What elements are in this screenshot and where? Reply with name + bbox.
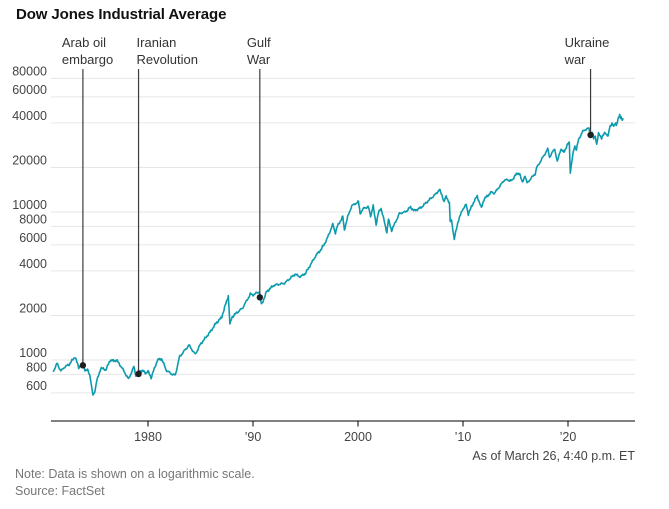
source-line: Source: FactSet bbox=[15, 484, 105, 498]
x-axis-label: ’20 bbox=[560, 430, 577, 444]
y-axis-label: 4000 bbox=[19, 257, 47, 271]
y-axis-label: 800 bbox=[26, 360, 47, 374]
annotation-label-ukraine-war: war bbox=[564, 52, 587, 67]
chart-title: Dow Jones Industrial Average bbox=[16, 6, 227, 23]
annotation-dot-gulf-war bbox=[256, 294, 264, 301]
annotation-dot-iranian-revolution bbox=[135, 370, 142, 378]
annotation-label-iranian-revolution: Iranian bbox=[137, 35, 177, 50]
annotation-label-arab-oil-embargo: embargo bbox=[62, 52, 113, 67]
annotation-label-gulf-war: Gulf bbox=[247, 35, 271, 50]
y-axis-label: 20000 bbox=[12, 153, 47, 167]
y-axis-label: 2000 bbox=[19, 301, 47, 315]
as-of-note: As of March 26, 4:40 p.m. ET bbox=[472, 449, 635, 463]
y-axis-label: 80000 bbox=[12, 64, 47, 78]
annotation-label-arab-oil-embargo: Arab oil bbox=[62, 35, 106, 50]
annotation-dot-ukraine-war bbox=[587, 131, 594, 139]
y-axis-label: 600 bbox=[26, 379, 47, 393]
log-scale-note: Note: Data is shown on a logarithmic sca… bbox=[15, 467, 255, 481]
annotation-label-gulf-war: War bbox=[247, 52, 271, 67]
x-axis-label: ’90 bbox=[245, 430, 262, 444]
x-axis-label: 1980 bbox=[134, 430, 162, 444]
annotation-label-ukraine-war: Ukraine bbox=[565, 35, 610, 50]
dow-series-line bbox=[52, 113, 624, 396]
y-axis-label: 40000 bbox=[12, 109, 47, 123]
y-axis-label: 6000 bbox=[19, 231, 47, 245]
x-axis-label: 2000 bbox=[344, 430, 372, 444]
y-axis-label: 60000 bbox=[12, 83, 47, 97]
y-axis-label: 1000 bbox=[19, 346, 47, 360]
annotation-dot-arab-oil-embargo bbox=[79, 362, 87, 369]
y-axis-label: 8000 bbox=[19, 212, 47, 226]
annotation-label-iranian-revolution: Revolution bbox=[137, 52, 198, 67]
x-axis-label: ’10 bbox=[455, 430, 472, 444]
y-axis-label: 10000 bbox=[12, 198, 47, 212]
